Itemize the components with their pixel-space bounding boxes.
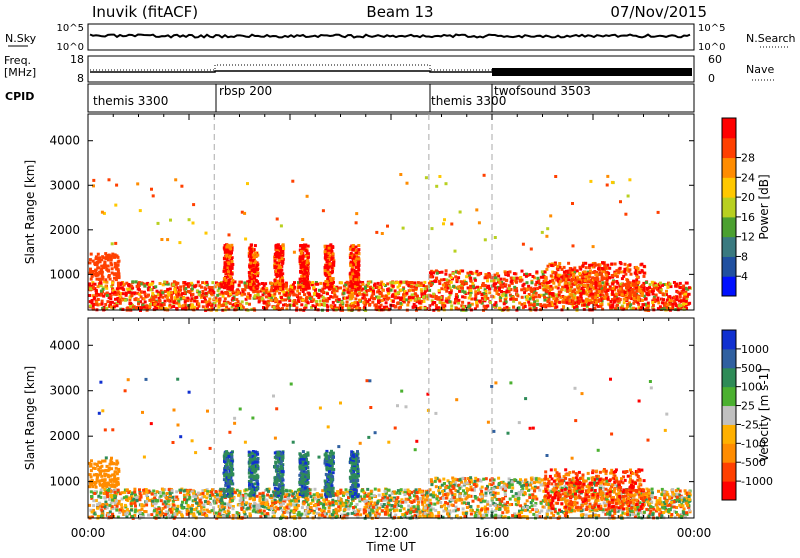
- colorbar-swatch: [722, 256, 736, 276]
- radar-title: Inuvik (fitACF): [92, 3, 198, 21]
- cpid-strip: CPID themis 3300 rbsp 200 themis 3300 tw…: [5, 84, 694, 112]
- colorbar-tick-label: 4: [741, 270, 748, 283]
- freq-tick-top: 18: [70, 53, 84, 66]
- colorbar-swatch: [722, 368, 736, 387]
- beam-title: Beam 13: [366, 3, 433, 21]
- colorbar-tick-label: 28: [741, 152, 755, 165]
- colorbar-tick-label: -1000: [741, 475, 773, 488]
- x-tick-label: 16:00: [475, 526, 510, 540]
- y-tick-label: 3000: [49, 178, 80, 192]
- power-colorbar: 4 8 12 16 20 24 28 Power [dB]: [722, 118, 771, 297]
- velocity-data-cells: [88, 378, 692, 520]
- nsearch-tick-bottom: 10^0: [698, 42, 725, 53]
- velocity-ylabel: Slant Range [km]: [23, 366, 37, 470]
- power-data-cells: [88, 173, 692, 312]
- nsky-trace: [90, 35, 690, 38]
- nsky-label: N.Sky: [5, 32, 37, 45]
- x-tick-label: 20:00: [576, 526, 611, 540]
- nsky-tick-top: 10^5: [57, 23, 84, 34]
- colorbar-swatch: [722, 462, 736, 481]
- nsky-tick-bottom: 10^0: [57, 42, 84, 53]
- nave-dense-block: [492, 68, 692, 76]
- cpid-label: CPID: [5, 90, 34, 103]
- colorbar-swatch: [722, 443, 736, 462]
- colorbar-swatch: [722, 217, 736, 237]
- velocity-colorbar-label: Velocity [m s-1]: [757, 368, 771, 462]
- power-colorbar-label: Power [dB]: [757, 174, 771, 239]
- freq-strip: Freq. [MHz] 18 8 60 0 Nave: [4, 53, 776, 85]
- x-tick-label: 00:00: [71, 526, 106, 540]
- colorbar-swatch: [722, 138, 736, 158]
- cpid-segment-1: themis 3300: [93, 94, 168, 108]
- colorbar-swatch: [722, 197, 736, 217]
- colorbar-swatch: [722, 237, 736, 257]
- y-tick-label: 3000: [49, 384, 80, 398]
- colorbar-tick-label: 1000: [741, 343, 769, 356]
- nsky-strip: N.Sky 10^5 10^0 10^5 10^0 N.Search: [5, 23, 796, 53]
- cpid-segment-4: twofsound 3503: [494, 84, 591, 98]
- x-tick-label: 12:00: [374, 526, 409, 540]
- colorbar-swatch: [722, 330, 736, 349]
- nave-tick-top: 60: [708, 53, 722, 66]
- colorbar-tick-label: 12: [741, 231, 755, 244]
- y-tick-label: 1000: [49, 267, 80, 281]
- nave-tick-bottom: 0: [708, 72, 715, 85]
- freq-unit: [MHz]: [4, 66, 36, 79]
- nsearch-tick-top: 10^5: [698, 23, 725, 34]
- cpid-segment-2: rbsp 200: [219, 84, 272, 98]
- colorbar-tick-label: 24: [741, 171, 755, 184]
- colorbar-swatch: [722, 406, 736, 425]
- y-tick-label: 2000: [49, 223, 80, 237]
- colorbar-swatch: [722, 424, 736, 443]
- x-tick-label: 08:00: [273, 526, 308, 540]
- colorbar-swatch: [722, 158, 736, 178]
- y-tick-label: 4000: [49, 134, 80, 148]
- colorbar-tick-label: 25: [741, 400, 755, 413]
- y-tick-label: 2000: [49, 429, 80, 443]
- colorbar-swatch: [722, 349, 736, 368]
- colorbar-tick-label: 20: [741, 191, 755, 204]
- x-tick-label: 04:00: [172, 526, 207, 540]
- power-ylabel: Slant Range [km]: [23, 160, 37, 264]
- colorbar-swatch: [722, 276, 736, 296]
- x-tick-label: 00:00: [677, 526, 712, 540]
- x-axis-label: Time UT: [365, 540, 416, 554]
- colorbar-swatch: [722, 387, 736, 406]
- freq-tick-bottom: 8: [77, 72, 84, 85]
- nave-label: Nave: [746, 63, 774, 76]
- colorbar-swatch: [722, 177, 736, 197]
- power-panel: 1000 2000 3000 4000 Slant Range [km]: [23, 114, 694, 312]
- nsearch-label: N.Search: [746, 32, 796, 45]
- date-title: 07/Nov/2015: [610, 3, 707, 21]
- y-tick-label: 1000: [49, 475, 80, 489]
- x-axis: 00:00 04:00 08:00 12:00 16:00 20:00 00:00: [71, 526, 712, 540]
- velocity-panel: 1000 2000 3000 4000 Slant Range [km]: [23, 318, 694, 520]
- colorbar-tick-label: 16: [741, 211, 755, 224]
- colorbar-swatch: [722, 118, 736, 138]
- y-tick-label: 4000: [49, 338, 80, 352]
- colorbar-tick-label: 8: [741, 250, 748, 263]
- colorbar-swatch: [722, 481, 736, 500]
